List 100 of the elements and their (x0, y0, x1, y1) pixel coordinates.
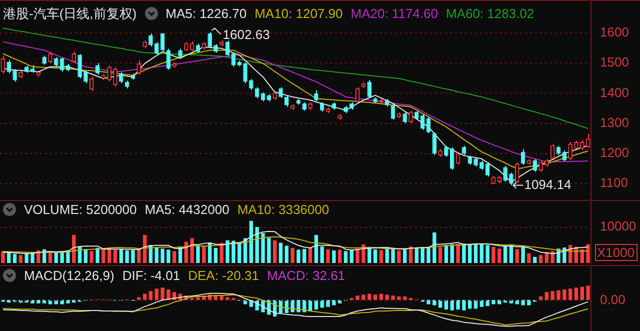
y-tick-label: 1300 (600, 114, 629, 130)
bar (486, 300, 490, 306)
bar (562, 289, 566, 300)
bar (498, 248, 502, 263)
bar (160, 288, 164, 300)
bar (444, 245, 448, 263)
bar (462, 244, 466, 263)
bar (391, 296, 395, 300)
bar (462, 300, 466, 310)
bar (527, 300, 531, 306)
bar (338, 250, 342, 263)
bar (18, 255, 23, 263)
bar (214, 248, 218, 263)
candlestick (72, 51, 76, 64)
y-tick-label: 1600 (600, 24, 629, 40)
candlestick (278, 86, 283, 99)
candlestick (6, 60, 11, 74)
annotation: 1094.14 (524, 176, 572, 192)
bar (438, 247, 442, 263)
candlestick (48, 51, 52, 64)
candlestick (367, 80, 372, 99)
bar (414, 248, 418, 263)
bar (278, 242, 283, 263)
candlestick (568, 141, 572, 160)
text: MA20: 1174.60 (350, 6, 438, 21)
bar (196, 246, 200, 263)
bar (232, 240, 236, 263)
bar (533, 256, 537, 263)
bar (373, 249, 378, 263)
bar (166, 289, 170, 300)
bar (131, 250, 135, 263)
bar (426, 300, 430, 304)
bar (521, 246, 525, 263)
bar (261, 233, 265, 263)
bar (362, 294, 366, 300)
bar (320, 246, 324, 263)
bar (154, 248, 158, 263)
bar (202, 246, 206, 263)
candlestick (243, 62, 248, 84)
text: MA60: 1283.02 (446, 6, 534, 21)
bar (403, 296, 407, 300)
y-axis-title: X1000 (597, 245, 635, 260)
candlestick (509, 172, 514, 186)
bar (90, 251, 94, 263)
bar (154, 288, 158, 300)
bar (586, 244, 590, 263)
bar (379, 250, 384, 263)
bar (326, 300, 330, 307)
bar (420, 247, 424, 263)
bar (284, 246, 288, 263)
candlestick (402, 112, 407, 124)
candlestick (184, 42, 188, 52)
bar (166, 250, 170, 263)
bar (356, 296, 360, 300)
bar (397, 296, 401, 300)
bar (350, 250, 354, 263)
bar (468, 244, 472, 263)
candlestick (107, 65, 112, 82)
candlestick (148, 33, 153, 48)
bar (36, 300, 40, 304)
bar (456, 244, 460, 263)
bar (480, 244, 484, 263)
bar (368, 294, 372, 300)
candlestick (485, 162, 490, 178)
candlestick (249, 78, 254, 90)
candlestick (12, 68, 17, 82)
candlestick (314, 90, 318, 102)
candlestick (538, 160, 543, 172)
bar (568, 288, 572, 300)
candlestick (284, 95, 289, 108)
y-tick-label: 1200 (600, 144, 629, 160)
bar (326, 249, 330, 263)
bar (426, 246, 430, 263)
bar (148, 291, 153, 300)
bar (249, 220, 254, 263)
bar (492, 246, 496, 263)
bar (356, 248, 360, 263)
candlestick (532, 158, 537, 172)
candlestick (580, 139, 584, 150)
bar (190, 238, 194, 263)
bar (373, 294, 378, 300)
candlestick (231, 52, 236, 68)
candlestick (574, 140, 578, 150)
bar (586, 286, 590, 300)
chart-title: VOLUME: 5200000 (24, 202, 137, 217)
candlestick (503, 166, 508, 182)
text: MA10: 3336000 (237, 202, 330, 217)
bar (544, 292, 549, 300)
bar (550, 291, 554, 300)
bar (1, 251, 5, 263)
ref-line-label: 0.00 (600, 292, 626, 308)
annotation: 1602.63 (222, 26, 270, 42)
y-tick-label: 1100 (600, 175, 628, 190)
bar (379, 294, 384, 300)
candlestick (136, 60, 142, 76)
candlestick (119, 72, 124, 84)
bar (486, 245, 490, 263)
candlestick (468, 155, 472, 166)
bar (66, 300, 70, 304)
series-label: DEA: -20.31 (188, 268, 259, 283)
